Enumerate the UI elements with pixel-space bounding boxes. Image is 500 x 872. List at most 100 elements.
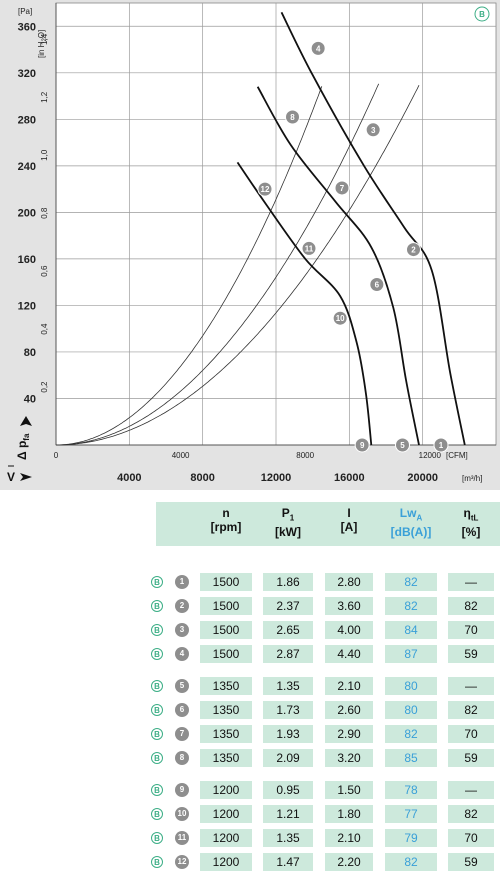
y2-tick-label: 0,2 <box>40 381 49 393</box>
operating-point-label: 9 <box>360 441 365 450</box>
header-eta: ηtL [%] <box>461 506 481 540</box>
operating-point: 3 <box>365 122 381 138</box>
operating-point: 5 <box>395 437 410 453</box>
y2-tick-label: 1,2 <box>40 91 49 103</box>
operating-point-marker <box>332 310 348 326</box>
cell-n: 1350 <box>200 701 252 719</box>
fan-curve <box>236 161 373 446</box>
table-row: B 5 1350 1.35 2.10 80 — <box>0 676 500 696</box>
operating-point-marker <box>354 437 370 453</box>
table-row: B 7 1350 1.93 2.90 82 70 <box>0 724 500 744</box>
y-tick-label: 280 <box>18 114 36 126</box>
row-badge: B <box>151 576 163 588</box>
row-number: 6 <box>175 703 189 717</box>
cell-n: 1350 <box>200 725 252 743</box>
operating-point-marker <box>433 437 449 453</box>
system-curve <box>56 83 380 446</box>
cell-lwa: 78 <box>385 781 437 799</box>
operating-point-marker <box>334 180 350 196</box>
operating-point-label: 12 <box>261 185 270 194</box>
cell-lwa: 82 <box>385 853 437 871</box>
y2-tick-label: 0,6 <box>40 265 49 277</box>
cell-n: 1350 <box>200 677 252 695</box>
x-tick-label: 20000 <box>407 472 438 484</box>
y-tick-label: 40 <box>24 393 36 405</box>
x2-tick-label: 12000 <box>419 451 442 460</box>
table-row: B 6 1350 1.73 2.60 80 82 <box>0 700 500 720</box>
cell-i: 3.60 <box>325 597 373 615</box>
y-axis-label: Δ pfa <box>15 416 32 460</box>
cell-eta: 59 <box>448 645 494 663</box>
operating-point-label: 4 <box>316 44 321 53</box>
operating-point: 8 <box>285 109 300 125</box>
cell-lwa: 80 <box>385 701 437 719</box>
operating-point: 6 <box>369 276 385 292</box>
row-number: 11 <box>175 831 189 845</box>
cell-i: 1.80 <box>325 805 373 823</box>
cell-n: 1200 <box>200 853 252 871</box>
x-tick-label: 4000 <box>117 472 141 484</box>
x2-tick-label: 4000 <box>172 451 190 460</box>
x-axis-label: V <box>7 465 32 484</box>
row-number: 12 <box>175 855 189 869</box>
y2-tick-label: 1,0 <box>40 149 49 161</box>
row-number: 5 <box>175 679 189 693</box>
cell-eta: 70 <box>448 829 494 847</box>
cell-lwa: 84 <box>385 621 437 639</box>
operating-point: 4 <box>310 40 326 56</box>
svg-text:Δ pfa: Δ pfa <box>15 433 31 460</box>
cell-i: 4.00 <box>325 621 373 639</box>
header-n: n [rpm] <box>210 506 242 534</box>
x-tick-label: 12000 <box>261 472 292 484</box>
cell-lwa: 82 <box>385 573 437 591</box>
row-badge: B <box>151 832 163 844</box>
table-header-band <box>156 502 500 546</box>
operating-point-label: 11 <box>305 244 314 253</box>
x-tick-label: 16000 <box>334 472 365 484</box>
y-unit-pa: [Pa] <box>18 7 32 16</box>
x2-tick-label: 8000 <box>296 451 314 460</box>
cell-p1: 0.95 <box>263 781 313 799</box>
operating-point-label: 7 <box>340 184 345 193</box>
cell-p1: 2.87 <box>263 645 313 663</box>
y-axis-arrow <box>20 416 32 426</box>
row-badge: B <box>151 648 163 660</box>
cell-i: 2.20 <box>325 853 373 871</box>
cell-p1: 1.47 <box>263 853 313 871</box>
chart-badge: B <box>474 6 490 22</box>
cell-eta: 82 <box>448 701 494 719</box>
cell-p1: 2.37 <box>263 597 313 615</box>
cell-n: 1500 <box>200 597 252 615</box>
table-row: B 3 1500 2.65 4.00 84 70 <box>0 620 500 640</box>
cell-n: 1500 <box>200 573 252 591</box>
row-number: 1 <box>175 575 189 589</box>
x-ticks-m3h: 4000 8000 12000 16000 20000 <box>117 472 438 484</box>
cell-eta: 82 <box>448 597 494 615</box>
cell-lwa: 87 <box>385 645 437 663</box>
cell-n: 1500 <box>200 645 252 663</box>
operating-point: 7 <box>334 180 350 196</box>
cell-lwa: 80 <box>385 677 437 695</box>
cell-eta: — <box>448 677 494 695</box>
row-badge: B <box>151 728 163 740</box>
operating-point-label: 8 <box>290 113 295 122</box>
cell-eta: 70 <box>448 621 494 639</box>
cell-eta: 59 <box>448 853 494 871</box>
system-curves <box>56 83 420 446</box>
operating-point: 10 <box>332 310 348 326</box>
cell-i: 2.10 <box>325 829 373 847</box>
cell-p1: 1.73 <box>263 701 313 719</box>
operating-point-label: 1 <box>439 441 444 450</box>
cell-p1: 1.93 <box>263 725 313 743</box>
cell-lwa: 82 <box>385 725 437 743</box>
table-row: B 1 1500 1.86 2.80 82 — <box>0 572 500 592</box>
operating-point: 11 <box>301 240 317 256</box>
operating-point-label: 3 <box>371 126 376 135</box>
operating-point-marker <box>369 276 385 292</box>
cell-p1: 2.65 <box>263 621 313 639</box>
row-badge: B <box>151 752 163 764</box>
header-lwa: LwA [dB(A)] <box>390 506 432 540</box>
operating-point-marker <box>406 242 421 258</box>
operating-point-marker <box>310 40 326 56</box>
